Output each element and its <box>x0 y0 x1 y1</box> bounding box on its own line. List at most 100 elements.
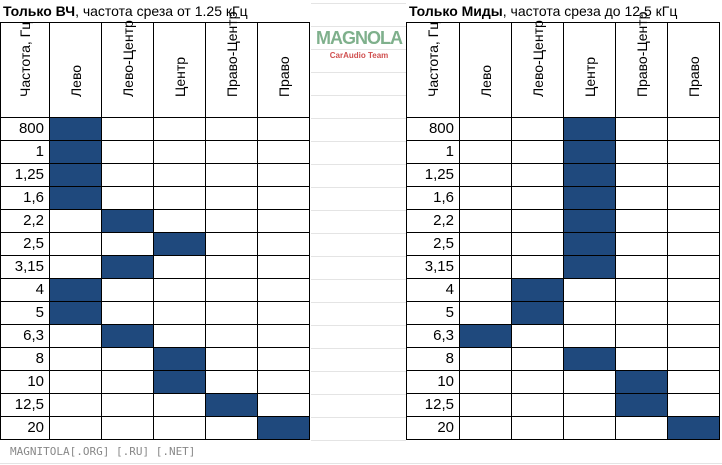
channel-cell <box>616 256 668 279</box>
frequency-cell: 12,5 <box>406 394 460 417</box>
channel-cell <box>102 279 154 302</box>
channel-cell <box>460 210 512 233</box>
column-header-label: Лево-Центр <box>529 20 546 97</box>
channel-cell <box>460 164 512 187</box>
column-header-label: Лево <box>477 64 494 97</box>
channel-cell <box>668 141 720 164</box>
title-rest: , частота среза от 1.25 кГц <box>75 3 248 19</box>
channel-cell <box>258 371 310 394</box>
channel-cell <box>258 187 310 210</box>
channel-cell <box>206 141 258 164</box>
column-header: Частота, Гц <box>406 22 460 118</box>
channel-cell <box>154 256 206 279</box>
column-header: Лево-Центр <box>102 20 154 118</box>
channel-cell <box>154 118 206 141</box>
frequency-cell: 12,5 <box>0 394 50 417</box>
channel-cell <box>460 371 512 394</box>
channel-cell <box>154 417 206 440</box>
active-channel-cell <box>564 118 616 141</box>
channel-cell <box>668 371 720 394</box>
channel-cell <box>102 164 154 187</box>
active-channel-cell <box>564 233 616 256</box>
title-rest: , частота среза до 12,5 кГц <box>502 3 678 19</box>
channel-cell <box>668 279 720 302</box>
column-header-label: Право-Центр <box>223 11 240 97</box>
channel-cell <box>616 325 668 348</box>
channel-cell <box>512 233 564 256</box>
channel-cell <box>258 302 310 325</box>
channel-cell <box>154 325 206 348</box>
channel-cell <box>460 141 512 164</box>
channel-cell <box>206 187 258 210</box>
frequency-cell: 8 <box>406 348 460 371</box>
channel-cell <box>206 302 258 325</box>
channel-cell <box>206 118 258 141</box>
column-header: Центр <box>154 22 206 118</box>
channel-cell <box>102 302 154 325</box>
frequency-cell: 4 <box>406 279 460 302</box>
channel-cell <box>206 371 258 394</box>
channel-cell <box>258 325 310 348</box>
channel-cell <box>668 256 720 279</box>
title-bold: Только Миды <box>409 3 503 19</box>
channel-cell <box>258 118 310 141</box>
channel-cell <box>616 302 668 325</box>
channel-cell <box>460 348 512 371</box>
channel-cell <box>102 371 154 394</box>
frequency-cell: 2,2 <box>406 210 460 233</box>
channel-cell <box>102 417 154 440</box>
column-header-label: Лево-Центр <box>119 20 136 97</box>
channel-cell <box>512 164 564 187</box>
channel-cell <box>668 187 720 210</box>
channel-cell <box>50 417 102 440</box>
channel-cell <box>154 187 206 210</box>
active-channel-cell <box>154 233 206 256</box>
frequency-cell: 5 <box>406 302 460 325</box>
channel-cell <box>206 417 258 440</box>
active-channel-cell <box>50 118 102 141</box>
channel-cell <box>512 118 564 141</box>
channel-cell <box>102 141 154 164</box>
table-title: Только ВЧ, частота среза от 1.25 кГц <box>0 0 248 22</box>
active-channel-cell <box>50 164 102 187</box>
channel-cell <box>616 279 668 302</box>
active-channel-cell <box>154 348 206 371</box>
frequency-cell: 2,2 <box>0 210 50 233</box>
active-channel-cell <box>206 394 258 417</box>
frequency-cell: 20 <box>406 417 460 440</box>
active-channel-cell <box>50 187 102 210</box>
column-header-label: Центр <box>171 56 188 97</box>
channel-cell <box>460 233 512 256</box>
channel-cell <box>102 348 154 371</box>
column-header-label: Частота, Гц <box>17 21 33 97</box>
active-channel-cell <box>154 371 206 394</box>
channel-cell <box>50 210 102 233</box>
channel-cell <box>258 256 310 279</box>
active-channel-cell <box>102 256 154 279</box>
channel-cell <box>564 394 616 417</box>
frequency-cell: 1,6 <box>0 187 50 210</box>
channel-cell <box>616 348 668 371</box>
frequency-cell: 6,3 <box>406 325 460 348</box>
logo-name: MAGNOLA <box>316 28 403 48</box>
channel-cell <box>616 141 668 164</box>
active-channel-cell <box>258 417 310 440</box>
frequency-cell: 800 <box>406 118 460 141</box>
channel-cell <box>206 164 258 187</box>
channel-cell <box>102 233 154 256</box>
channel-cell <box>512 210 564 233</box>
channel-cell <box>154 164 206 187</box>
channel-cell <box>154 141 206 164</box>
channel-cell <box>50 325 102 348</box>
channel-cell <box>616 210 668 233</box>
active-channel-cell <box>564 348 616 371</box>
active-channel-cell <box>564 256 616 279</box>
frequency-cell: 3,15 <box>0 256 50 279</box>
channel-cell <box>460 187 512 210</box>
channel-cell <box>102 394 154 417</box>
frequency-cell: 8 <box>0 348 50 371</box>
frequency-cell: 1,25 <box>406 164 460 187</box>
channel-cell <box>668 210 720 233</box>
frequency-cell: 6,3 <box>0 325 50 348</box>
column-header: Право-Центр <box>616 12 668 118</box>
